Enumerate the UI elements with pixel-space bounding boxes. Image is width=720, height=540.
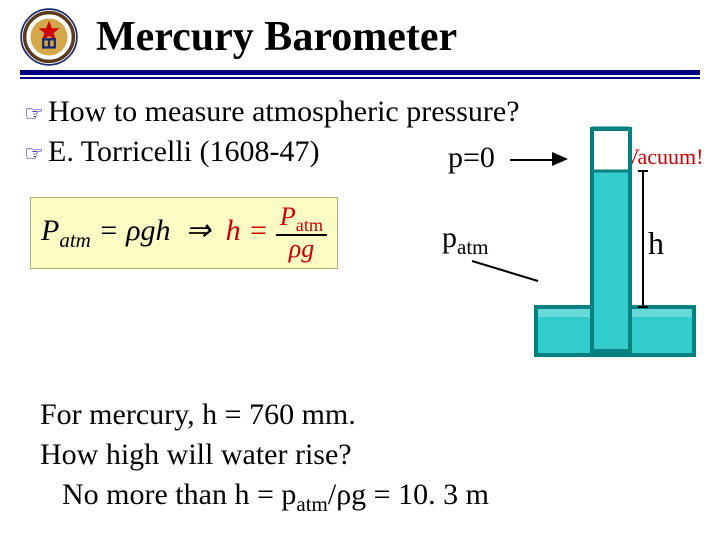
formula-highlight: Patm = ρgh ⇒ h = Patm ρg — [30, 197, 338, 269]
page-title: Mercury Barometer — [96, 13, 457, 61]
barometer-diagram — [530, 123, 700, 363]
bullet-2-text: E. Torricelli (1608-47) — [48, 135, 319, 169]
body-line-2: How high will water rise? — [40, 438, 352, 472]
title-underline — [20, 70, 700, 79]
body-line-1: For mercury, h = 760 mm. — [40, 398, 356, 432]
body-line-3: No more than h = patm/ρg = 10. 3 m — [62, 478, 489, 517]
bullet-icon: ☞ — [20, 141, 48, 167]
bullet-icon: ☞ — [20, 101, 48, 127]
label-patm: patm — [442, 221, 489, 260]
university-logo — [20, 8, 78, 66]
bullet-1-text: How to measure atmospheric pressure? — [48, 95, 520, 129]
label-p-zero: p=0 — [448, 141, 495, 175]
